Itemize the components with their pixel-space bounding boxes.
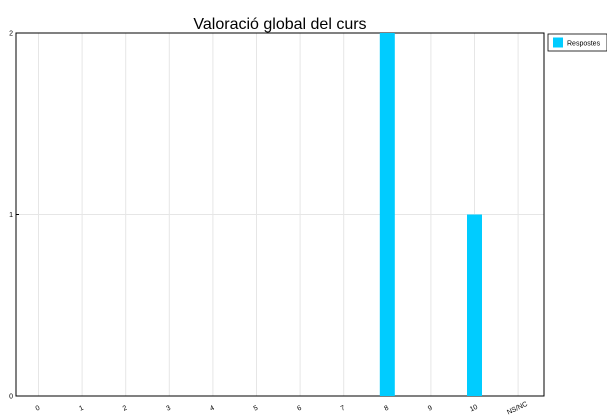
x-tick-label: NS/NC	[506, 401, 529, 415]
chart-title: Valoració global del curs	[193, 16, 366, 33]
legend: Respostes	[547, 33, 607, 52]
x-tick-label: 5	[253, 405, 260, 413]
legend-label: Respostes	[567, 41, 601, 48]
x-tick-label: 0	[35, 405, 42, 413]
bar-10	[467, 214, 482, 396]
x-tick-label: 2	[122, 405, 129, 413]
x-tick-label: 7	[340, 405, 347, 413]
x-axis: 0 1 2 3 4 5 6 7 8 9 10 NS/NC	[35, 401, 529, 415]
legend-swatch	[553, 37, 563, 48]
x-tick-label: 4	[209, 405, 216, 413]
x-tick-label: 10	[469, 404, 479, 414]
grid-layer	[16, 32, 544, 397]
y-tick-label: 0	[9, 394, 13, 401]
x-tick-label: 6	[296, 405, 303, 413]
y-tick-label: 1	[9, 212, 13, 219]
x-tick-label: 9	[427, 405, 434, 413]
bar-series	[379, 33, 482, 396]
x-tick-label: 1	[78, 405, 85, 413]
y-tick-label: 2	[9, 31, 13, 38]
bar-8	[379, 33, 395, 396]
y-axis: 0 1 2	[9, 31, 19, 401]
x-tick-label: 8	[383, 405, 390, 413]
x-tick-label: 3	[165, 405, 172, 413]
